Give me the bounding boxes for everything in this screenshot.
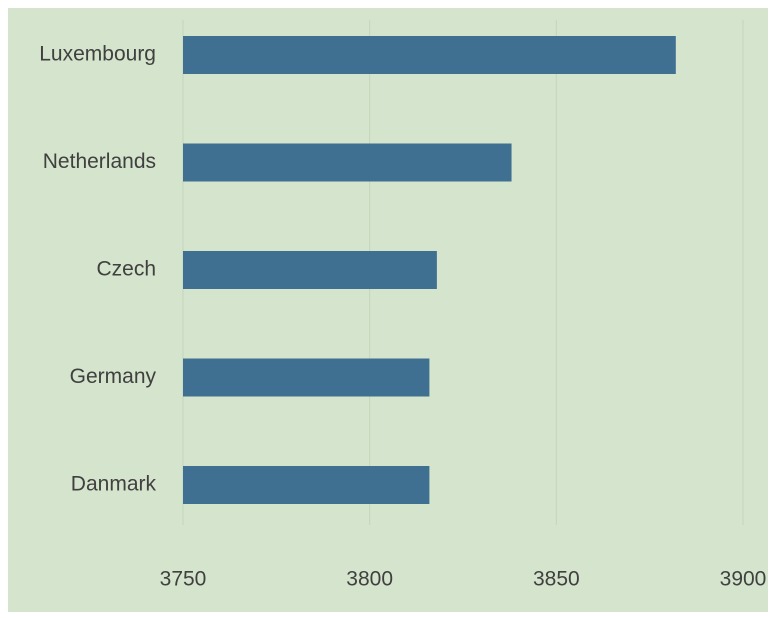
y-tick-label: Germany [70,365,157,388]
y-tick-label: Danmark [71,473,157,496]
x-tick-label: 3900 [720,568,767,591]
x-tick-label: 3850 [533,568,580,591]
bar [183,143,512,182]
x-tick-label: 3800 [346,568,393,591]
y-tick-label: Czech [96,258,156,281]
bar [183,466,430,504]
chart-background [8,8,768,612]
bar [183,251,437,289]
bar [183,358,430,397]
x-tick-label: 3750 [160,568,207,591]
y-tick-label: Netherlands [43,150,156,173]
bar [183,36,676,74]
y-tick-label: Luxembourg [39,43,156,66]
